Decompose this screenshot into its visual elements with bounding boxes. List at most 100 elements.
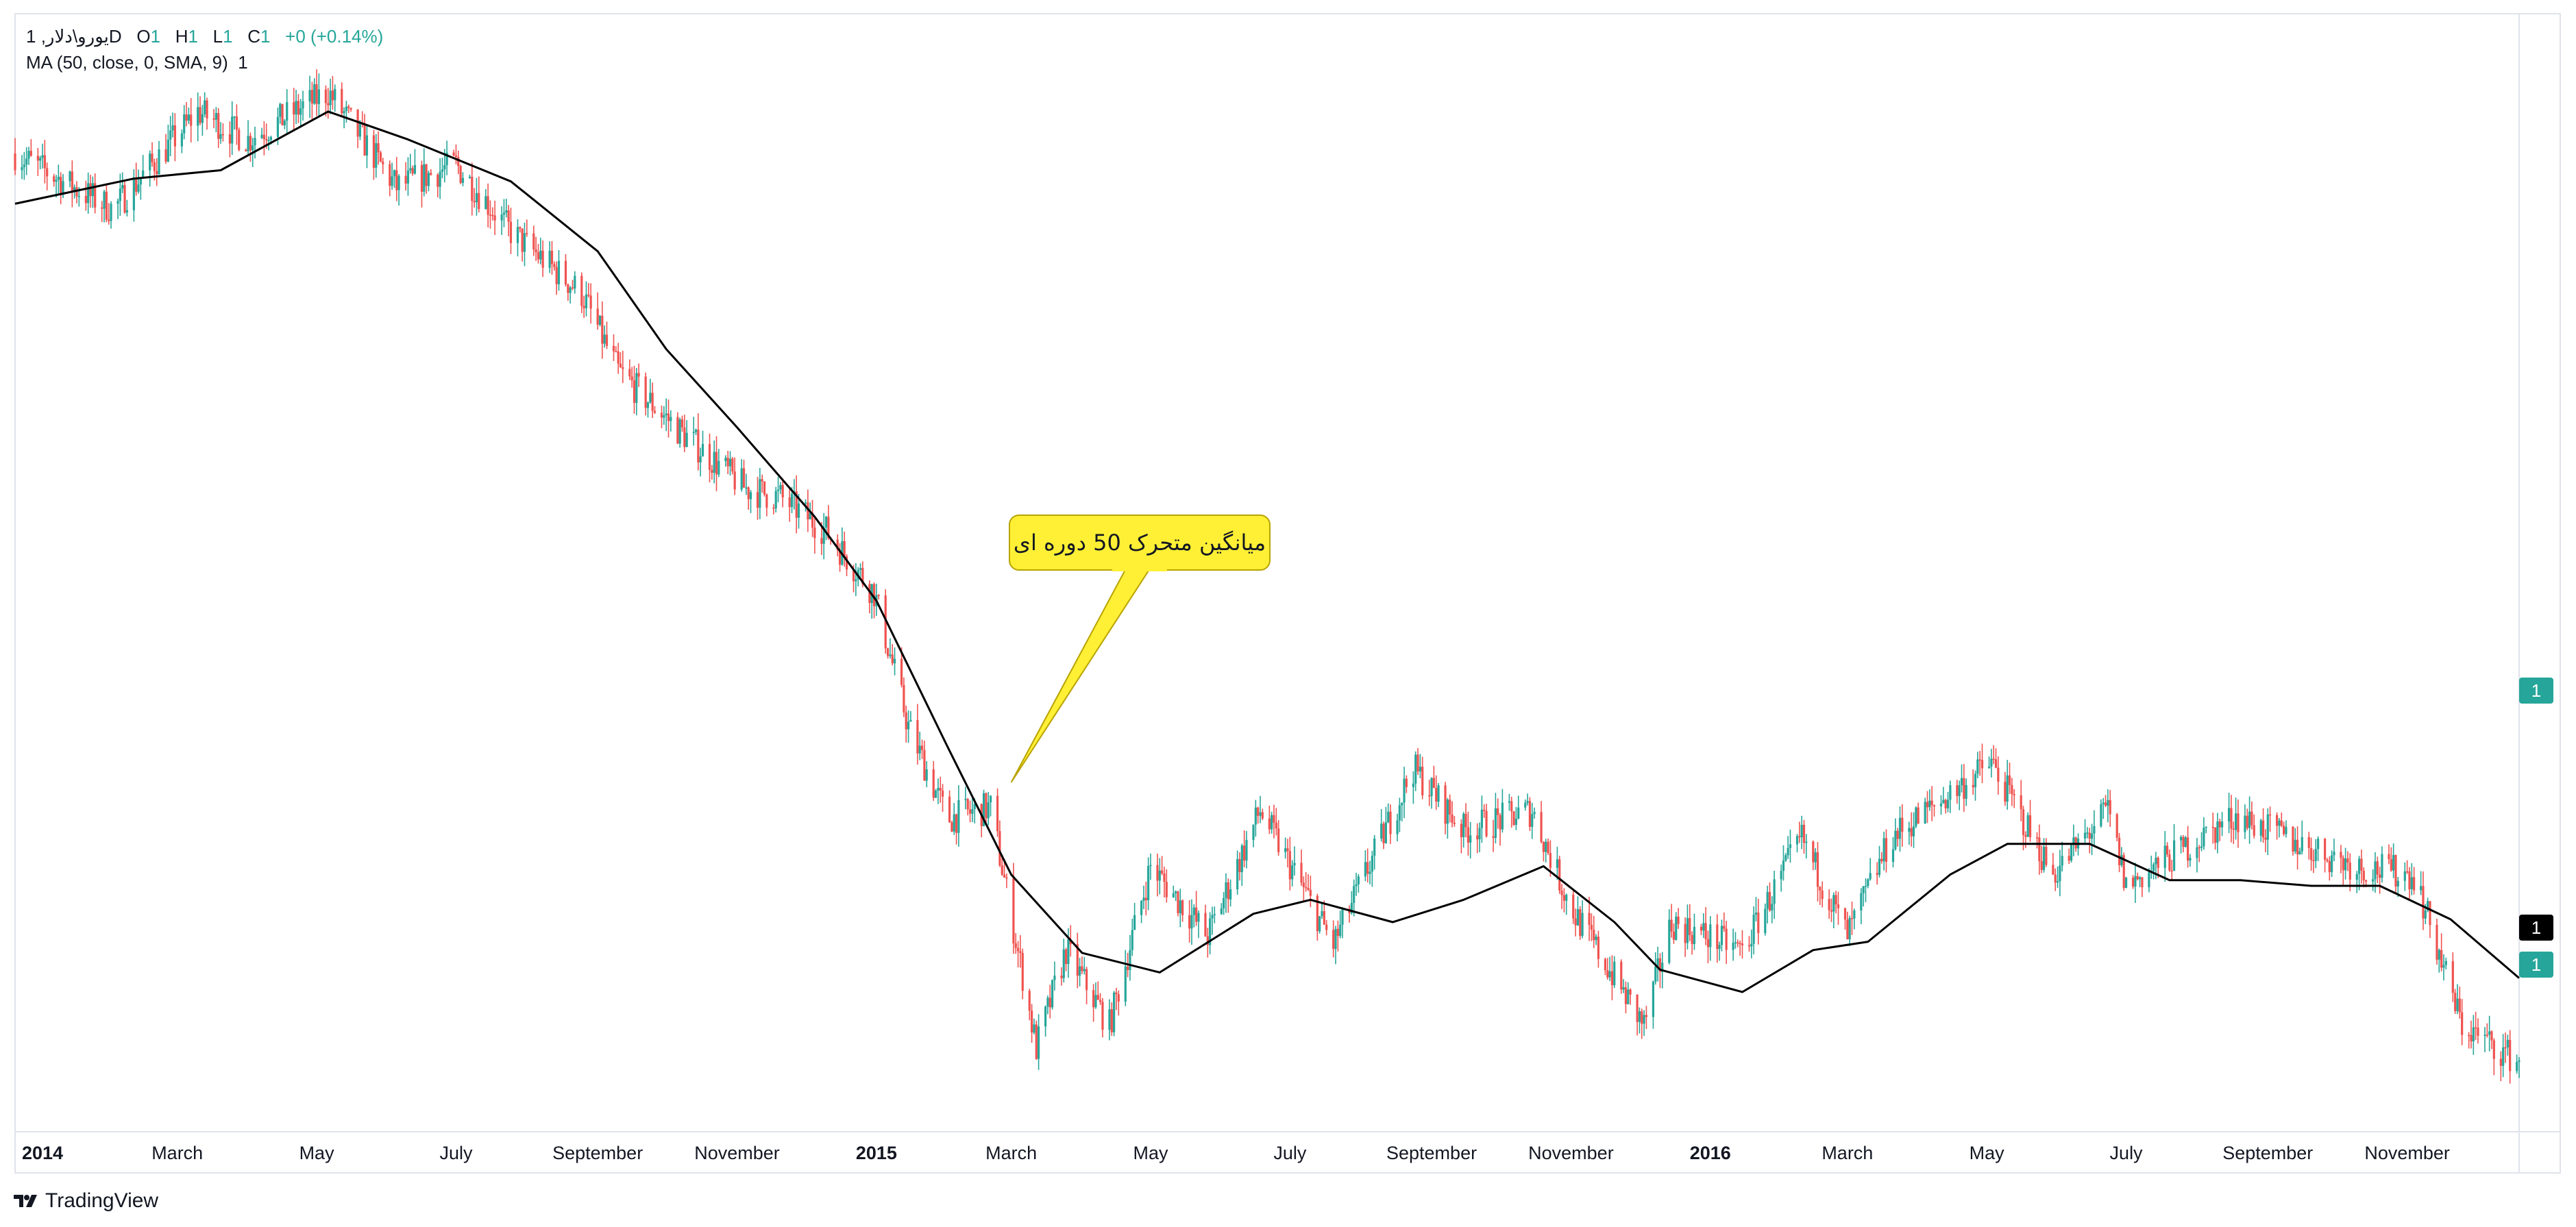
candle	[1355, 872, 1358, 896]
candle	[2189, 854, 2192, 867]
candle	[199, 96, 201, 125]
candle-body	[1565, 895, 1568, 901]
candle-body	[2344, 858, 2347, 871]
candle-body	[57, 177, 60, 180]
candle-body	[156, 171, 158, 175]
candle-body	[105, 191, 108, 220]
candle-body	[1277, 828, 1280, 852]
candle-body	[1195, 907, 1198, 922]
candle	[2296, 826, 2299, 870]
candle-body	[555, 267, 558, 284]
candle	[1978, 751, 1981, 776]
candle	[2451, 952, 2454, 1002]
candle	[331, 75, 334, 110]
candle-body	[1677, 916, 1680, 924]
candle	[372, 129, 376, 180]
candle-body	[2406, 871, 2409, 873]
candle	[2314, 839, 2317, 869]
candle-body	[41, 155, 44, 158]
tradingview-brand[interactable]: TradingView	[14, 1189, 158, 1213]
symbol-name[interactable]: یورو\دلار, 1D	[26, 26, 122, 47]
candle	[238, 127, 241, 151]
candle	[89, 175, 92, 208]
candle-body	[1001, 865, 1003, 875]
candle	[452, 149, 455, 157]
candle-body	[2083, 832, 2087, 839]
candle-body	[2427, 901, 2429, 910]
candle-body	[550, 251, 554, 264]
candle	[149, 150, 151, 187]
candle	[692, 417, 695, 446]
candle-body	[781, 485, 784, 497]
candle	[532, 225, 535, 256]
candle	[670, 410, 672, 432]
candle	[2068, 848, 2070, 865]
candle-body	[580, 275, 583, 306]
candle-body	[1273, 815, 1275, 823]
candle-body	[1366, 862, 1369, 874]
candle-body	[94, 183, 97, 208]
candle	[1341, 907, 1344, 939]
candle	[537, 243, 540, 264]
candle-body	[1384, 822, 1387, 843]
candle	[1581, 900, 1584, 939]
candle-body	[2454, 993, 2457, 1011]
candle	[1339, 910, 1342, 939]
candle	[84, 180, 87, 211]
candle	[1380, 809, 1383, 842]
candle-body	[587, 294, 590, 296]
candle-body	[101, 207, 103, 209]
candle	[2163, 830, 2166, 882]
candle	[2470, 1020, 2473, 1049]
candle-body	[2396, 880, 2399, 887]
candle	[142, 155, 145, 179]
candle-body	[1848, 918, 1851, 940]
price-label-top-text: 1	[2531, 680, 2541, 701]
candle	[2278, 817, 2281, 838]
candle	[2088, 828, 2091, 854]
candle-body	[537, 252, 540, 260]
candle	[569, 286, 572, 304]
candle-body	[1307, 888, 1310, 890]
candle	[574, 271, 576, 294]
brand-name: TradingView	[45, 1189, 159, 1212]
candle	[1192, 904, 1195, 928]
candle-body	[1832, 895, 1835, 912]
indicator-legend[interactable]: MA (50, close, 0, SMA, 9) 1	[26, 52, 248, 73]
candle-body	[2358, 858, 2361, 874]
candle-body	[1012, 878, 1015, 943]
candle	[119, 173, 121, 216]
candle-body	[1795, 836, 1799, 845]
candle-body	[1987, 767, 1991, 769]
candle-body	[1081, 966, 1083, 971]
candle	[2406, 860, 2409, 874]
price-label-last: 1	[2519, 952, 2553, 978]
candle	[101, 201, 103, 223]
candle	[1654, 952, 1657, 985]
candle	[1108, 999, 1111, 1041]
candle	[1930, 786, 1933, 821]
candle	[1924, 797, 1926, 824]
candle	[1021, 948, 1024, 1000]
candle-body	[1764, 908, 1767, 933]
candle	[1031, 1004, 1033, 1043]
indicator-name[interactable]: MA (50, close, 0, SMA, 9)	[26, 52, 228, 73]
candle	[1307, 873, 1310, 891]
candle-body	[1850, 918, 1854, 919]
candle	[1691, 931, 1693, 955]
candle	[2294, 828, 2296, 854]
callout-joint	[1112, 565, 1167, 571]
candle	[635, 368, 638, 416]
candle	[201, 104, 204, 136]
candle-body	[1556, 859, 1559, 868]
candle	[39, 156, 42, 169]
candle-body	[441, 169, 444, 172]
candle-body	[1787, 847, 1789, 856]
annotation-callout[interactable]: میانگین متحرک 50 دوره ای	[1009, 515, 1271, 783]
candle-body	[1802, 824, 1806, 843]
candle	[25, 147, 28, 175]
candle	[1846, 911, 1849, 940]
candle-body	[1638, 1011, 1641, 1022]
candle-body	[1305, 887, 1308, 889]
